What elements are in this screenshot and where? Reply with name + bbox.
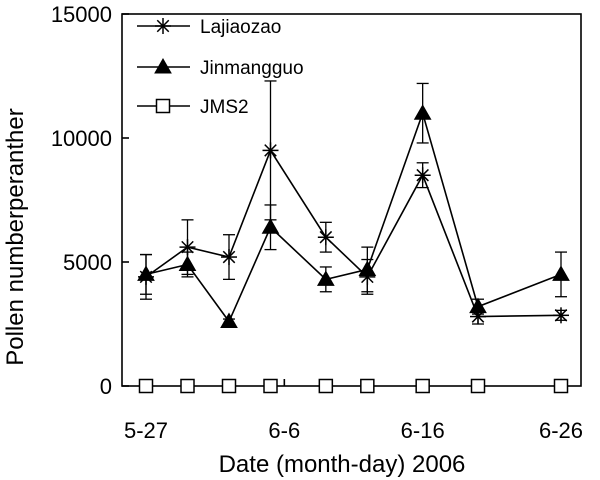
y-tick-label: 10000: [51, 126, 112, 151]
marker-triangle: [261, 218, 280, 234]
marker-square: [318, 378, 334, 394]
marker-triangle: [413, 104, 432, 120]
marker-square: [263, 378, 278, 394]
series-layer: [137, 80, 570, 394]
marker-triangle: [137, 265, 155, 281]
marker-asterisk: [262, 142, 279, 159]
marker-asterisk: [221, 249, 237, 266]
marker-asterisk: [414, 167, 431, 184]
marker-triangle: [154, 57, 172, 74]
marker-square: [415, 378, 430, 394]
legend: Lajiaozao Jinmangguo JMS2: [137, 17, 304, 118]
axes: [121, 13, 582, 387]
marker-triangle: [220, 312, 238, 329]
y-axis-ticks: 0 5000 10000 15000: [51, 2, 129, 399]
marker-asterisk: [317, 229, 334, 246]
series-line: [145, 110, 562, 324]
y-tick-label: 5000: [63, 250, 112, 275]
marker-asterisk: [155, 18, 171, 34]
marker-square: [155, 98, 171, 114]
marker-triangle: [358, 260, 377, 276]
marker-triangle: [316, 270, 335, 286]
marker-square: [360, 378, 375, 394]
marker-asterisk: [553, 307, 569, 324]
x-tick-label: 6-16: [401, 418, 445, 443]
y-tick-label: 15000: [51, 2, 112, 27]
series-jms2: [138, 378, 569, 394]
marker-triangle: [552, 265, 570, 281]
marker-triangle: [469, 297, 487, 314]
marker-square: [138, 378, 154, 394]
marker-square: [553, 378, 569, 394]
legend-item: Jinmangguo: [137, 57, 304, 79]
legend-label: Lajiaozao: [200, 17, 281, 38]
series-line: [145, 148, 562, 318]
x-tick-label: 6-6: [268, 418, 300, 443]
marker-triangle: [178, 255, 197, 271]
marker-square: [180, 378, 195, 394]
marker-square: [470, 378, 486, 394]
x-tick-label: 6-26: [539, 418, 583, 443]
x-axis-title: Date (month-day) 2006: [219, 451, 466, 478]
legend-label: Jinmangguo: [200, 58, 304, 79]
x-tick-label: 5-27: [124, 418, 168, 443]
y-axis-title: Pollen numberperanther: [2, 108, 29, 366]
series-jinmangguo: [137, 82, 570, 329]
legend-label: JMS2: [200, 97, 249, 118]
y-tick-label: 0: [100, 374, 112, 399]
plot-frame: [121, 13, 582, 387]
legend-item: Lajiaozao: [137, 17, 281, 38]
legend-item: JMS2: [137, 97, 249, 118]
marker-square: [221, 378, 237, 394]
